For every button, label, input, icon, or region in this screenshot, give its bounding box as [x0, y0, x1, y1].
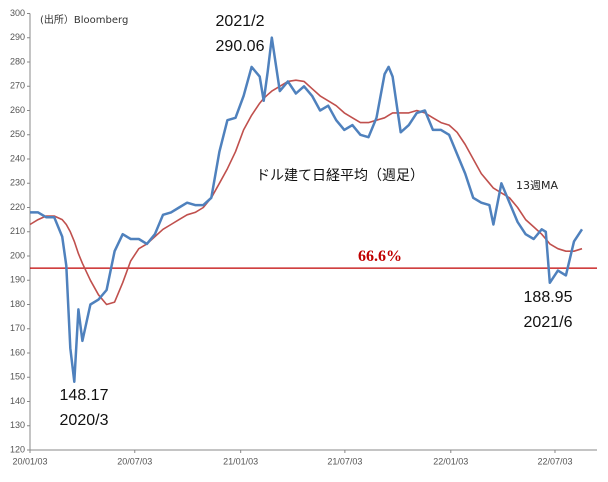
x-tick-label: 20/01/03: [12, 456, 47, 466]
y-tick-label: 260: [10, 105, 25, 115]
y-tick-label: 180: [10, 299, 25, 309]
y-tick-label: 250: [10, 129, 25, 139]
y-tick-label: 130: [10, 420, 25, 430]
y-tick-label: 290: [10, 32, 25, 42]
y-tick-label: 300: [10, 8, 25, 18]
y-tick-label: 280: [10, 56, 25, 66]
series-line: [30, 36, 584, 383]
y-tick-label: 160: [10, 347, 25, 357]
annotation: 290.06: [216, 38, 265, 55]
x-tick-label: 21/07/03: [327, 456, 362, 466]
y-tick-label: 140: [10, 396, 25, 406]
y-tick-label: 120: [10, 444, 25, 454]
annotation: 188.95: [524, 289, 573, 306]
y-tick-label: 190: [10, 275, 25, 285]
source: (出所）Bloomberg: [40, 13, 128, 26]
annotation: 148.17: [60, 387, 109, 404]
x-tick-label: 22/01/03: [433, 456, 468, 466]
y-tick-label: 170: [10, 323, 25, 333]
y-tick-label: 230: [10, 178, 25, 188]
annotation: 2021/6: [524, 314, 573, 331]
legend-label: 13週MA: [516, 179, 558, 192]
y-tick-label: 210: [10, 226, 25, 236]
series-line: [29, 79, 583, 306]
x-tick-label: 21/01/03: [223, 456, 258, 466]
y-tick-label: 200: [10, 250, 25, 260]
annotation: 2021/2: [216, 13, 265, 30]
annotation: 2020/3: [60, 412, 109, 429]
y-tick-label: 270: [10, 81, 25, 91]
y-tick-label: 240: [10, 153, 25, 163]
y-tick-label: 150: [10, 372, 25, 382]
chart-title: ドル建て日経平均（週足）: [256, 168, 424, 184]
x-tick-label: 22/07/03: [537, 456, 572, 466]
x-tick-label: 20/07/03: [117, 456, 152, 466]
threshold-label: 66.6%: [358, 248, 402, 265]
y-tick-label: 220: [10, 202, 25, 212]
